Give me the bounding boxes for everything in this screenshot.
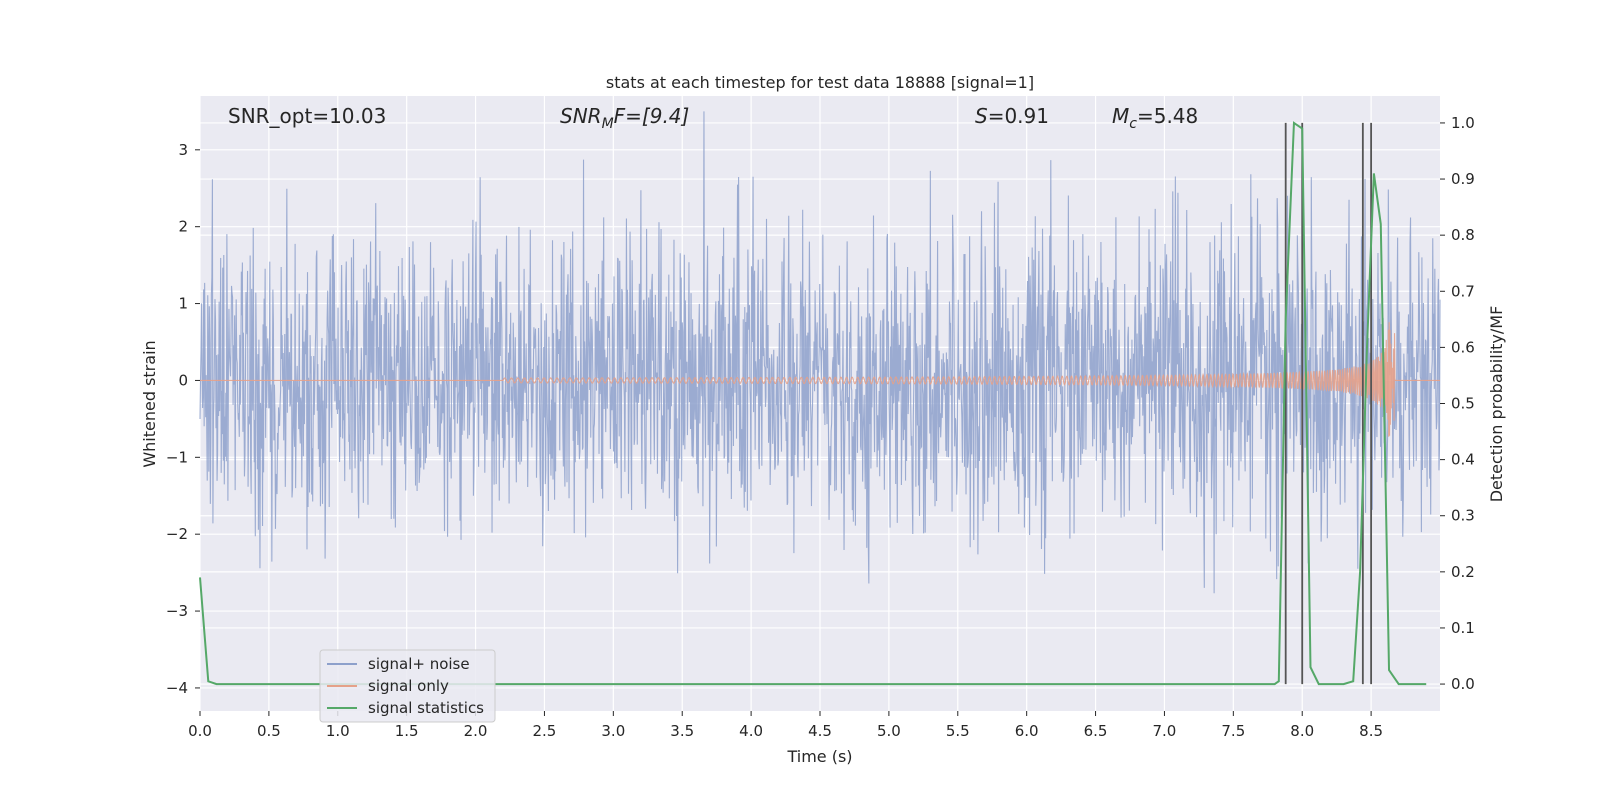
y-tick-label: 3: [178, 141, 188, 159]
s-annotation: S=0.91: [975, 104, 1049, 128]
y-tick-label: −2: [166, 525, 188, 543]
legend: signal+ noise signal only signal statist…: [319, 649, 496, 723]
y2-axis-ticks: 1.0 0.9 0.8 0.7 0.6 0.5 0.4 0.3 0.2 0.1 0.0: [1440, 114, 1475, 693]
signal-only-line: [200, 322, 1440, 437]
x-tick-label: 6.0: [1015, 722, 1039, 740]
y2-tick-label: 0.2: [1451, 563, 1475, 581]
signal-plus-noise-series: [199, 111, 1441, 594]
x-tick-label: 8.5: [1359, 722, 1383, 740]
y2-axis-label: Detection probability/MF: [1487, 306, 1506, 503]
mc-subscript: c: [1129, 116, 1137, 132]
detection-markers: [1284, 122, 1373, 685]
signal-noise-line: [199, 111, 1441, 594]
snr-mf-value: F=[9.4]: [614, 104, 690, 128]
y-axis-label: Whitened strain: [140, 340, 159, 467]
x-tick-label: 1.5: [395, 722, 419, 740]
y-tick-label: 1: [178, 295, 188, 313]
mc-symbol: M: [1112, 104, 1129, 128]
chart-title: stats at each timestep for test data 188…: [606, 73, 1034, 92]
s-value: =0.91: [988, 104, 1049, 128]
snr-opt-annotation: SNR_opt=10.03: [228, 104, 386, 128]
x-tick-label: 7.5: [1221, 722, 1245, 740]
x-tick-label: 6.5: [1084, 722, 1108, 740]
x-tick-label: 3.5: [670, 722, 694, 740]
x-tick-label: 1.0: [326, 722, 350, 740]
y2-tick-label: 0.1: [1451, 619, 1475, 637]
y-tick-label: −4: [166, 679, 188, 697]
y2-tick-label: 0.9: [1451, 170, 1475, 188]
y-tick-label: 2: [178, 218, 188, 236]
x-axis-ticks: 0.0 0.5 1.0 1.5 2.0 2.5 3.0 3.5 4.0 4.5 5.0 5.5 6.0 6…: [188, 711, 1383, 740]
x-tick-label: 3.0: [601, 722, 625, 740]
y-axis-ticks: 3 2 1 0 −1 −2 −3 −4: [166, 141, 200, 697]
x-tick-label: 4.0: [739, 722, 763, 740]
legend-box: [319, 649, 496, 723]
x-tick-label: 2.5: [533, 722, 557, 740]
y-tick-label: −3: [166, 602, 188, 620]
y2-tick-label: 0.0: [1451, 675, 1475, 693]
snr-mf-symbol: SNR: [560, 104, 602, 128]
y-tick-label: 0: [178, 371, 188, 389]
snr-mf-annotation: SNRMF=[9.4]: [560, 104, 689, 132]
y2-tick-label: 1.0: [1451, 114, 1475, 132]
x-tick-label: 8.0: [1290, 722, 1314, 740]
legend-label-signal-noise: signal+ noise: [368, 655, 470, 673]
x-tick-label: 7.0: [1153, 722, 1177, 740]
legend-label-signal-only: signal only: [368, 677, 449, 695]
mc-annotation: Mc=5.48: [1112, 104, 1198, 132]
y2-tick-label: 0.5: [1451, 395, 1475, 413]
x-axis-label: Time (s): [786, 747, 852, 766]
y2-tick-label: 0.8: [1451, 226, 1475, 244]
y2-tick-label: 0.6: [1451, 338, 1475, 356]
x-tick-label: 0.0: [188, 722, 212, 740]
s-symbol: S: [975, 104, 988, 128]
signal-only-series: [200, 322, 1440, 437]
x-tick-label: 5.0: [877, 722, 901, 740]
legend-label-signal-statistics: signal statistics: [368, 699, 484, 717]
x-tick-label: 5.5: [946, 722, 970, 740]
y2-tick-label: 0.7: [1451, 282, 1475, 300]
mc-value: =5.48: [1137, 104, 1198, 128]
x-tick-label: 0.5: [257, 722, 281, 740]
snr-mf-subscript: M: [602, 116, 614, 132]
y2-tick-label: 0.3: [1451, 507, 1475, 525]
x-tick-label: 2.0: [464, 722, 488, 740]
y2-tick-label: 0.4: [1451, 451, 1475, 469]
x-tick-label: 4.5: [808, 722, 832, 740]
y-tick-label: −1: [166, 448, 188, 466]
